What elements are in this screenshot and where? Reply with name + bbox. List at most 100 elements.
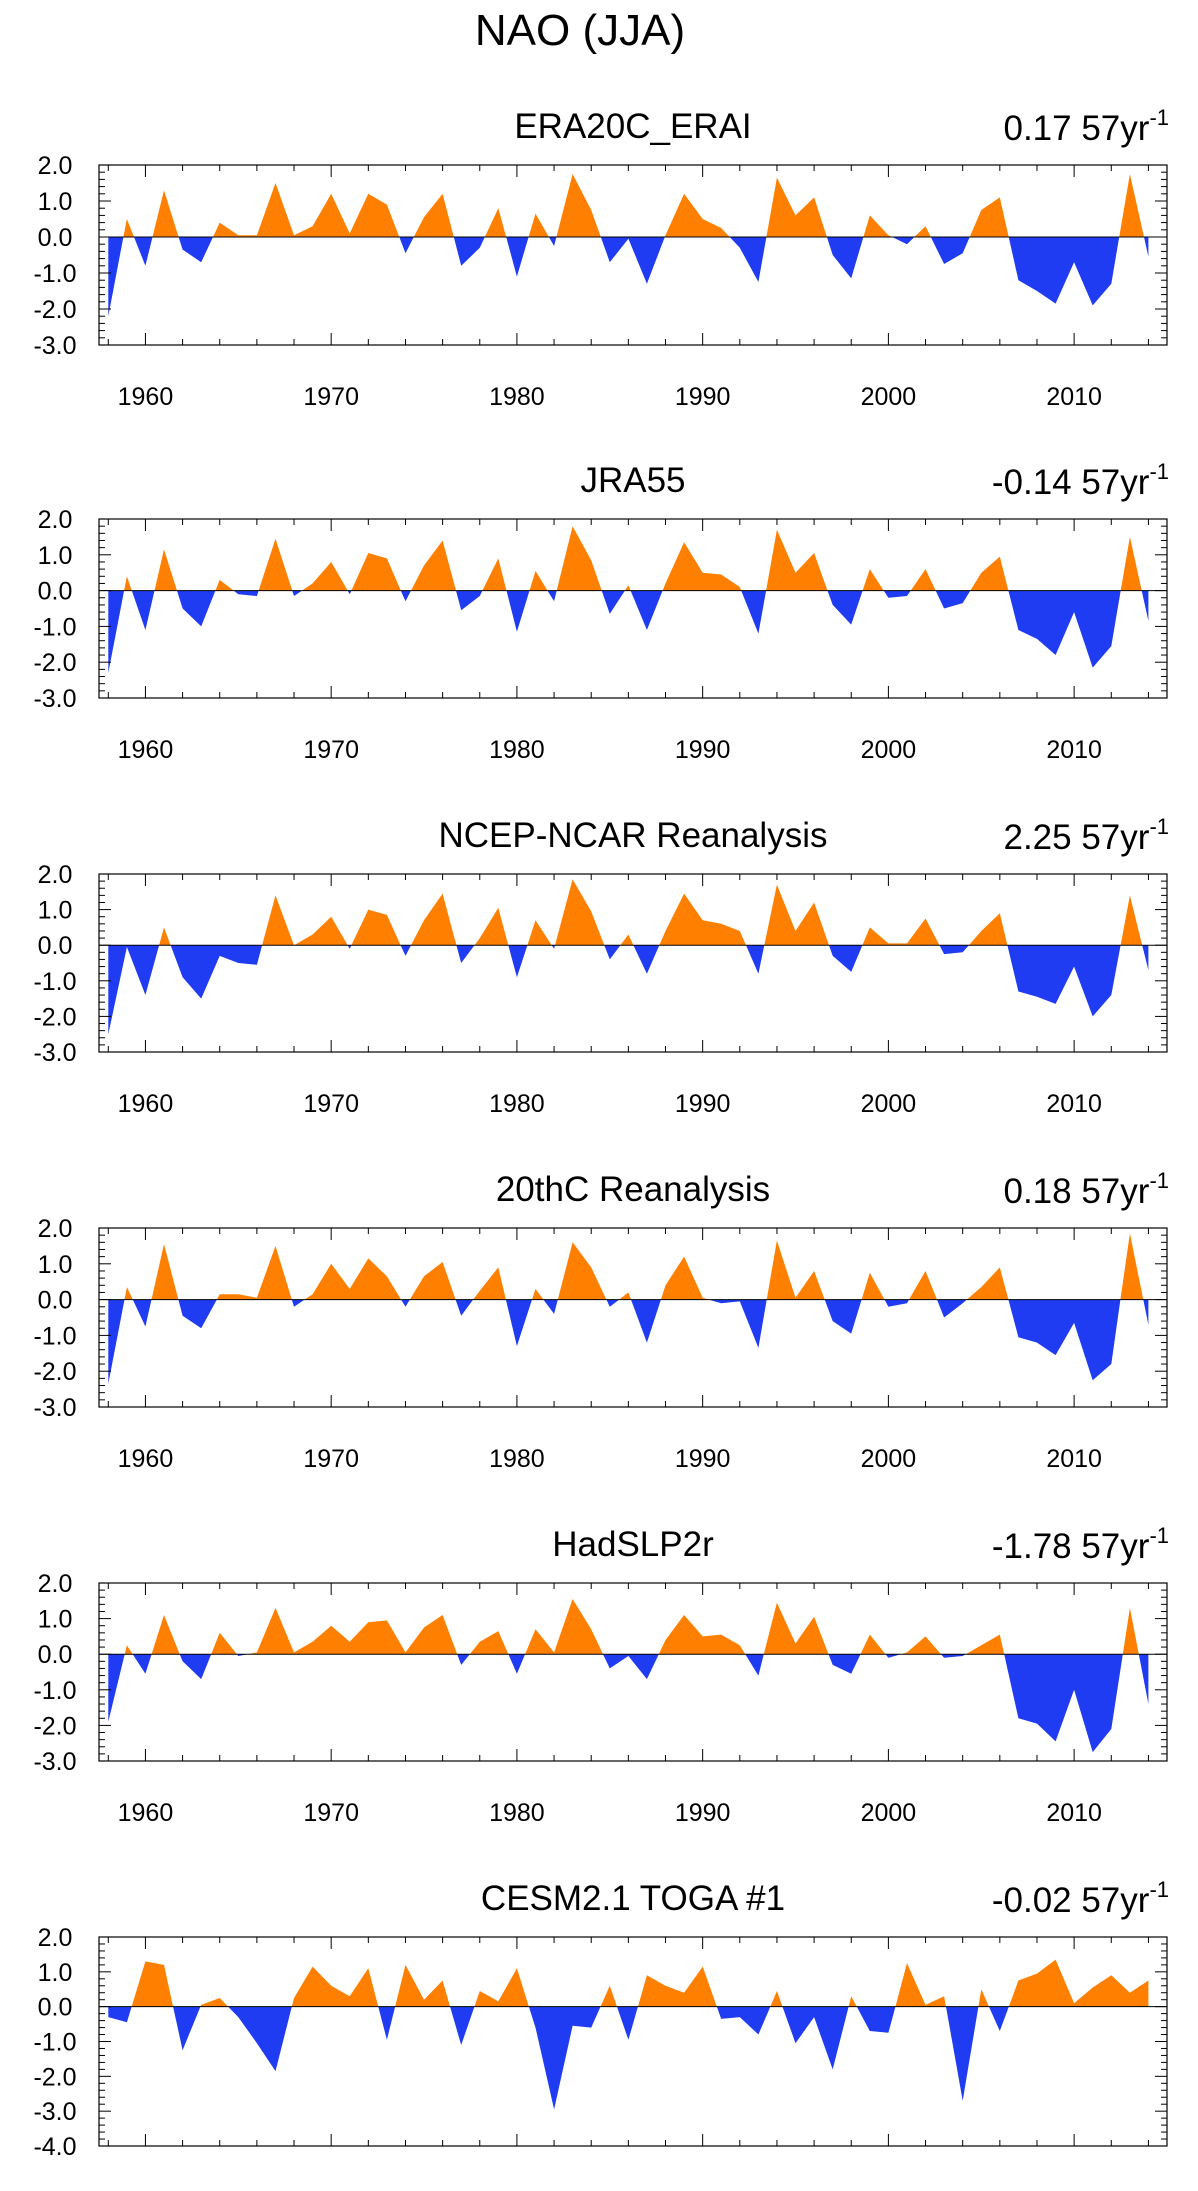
y-tick-label: -2.0 — [33, 1712, 76, 1740]
y-tick-label: 2.0 — [38, 506, 73, 534]
positive-area — [108, 174, 1149, 237]
x-tick-label: 2000 — [861, 1799, 917, 1827]
x-tick-label: 1980 — [489, 383, 545, 411]
plot-frame — [98, 1582, 1168, 1762]
panel-title: JRA55 — [580, 461, 685, 500]
negative-area — [108, 2006, 1149, 2110]
figure-title: NAO (JJA) — [474, 6, 686, 55]
positive-area — [108, 1599, 1149, 1655]
plot-frame — [98, 518, 1168, 699]
trend-label: -0.14 57yr-1 — [992, 459, 1169, 502]
panel-4: 20thC Reanalysis 0.18 57yr-1 2.0 1.0 0.0 -1.0… — [33, 1168, 1169, 1473]
panel-3: NCEP-NCAR Reanalysis 2.25 57yr-1 2.0 1.0 0.0… — [33, 814, 1169, 1118]
negative-area — [108, 590, 1149, 673]
x-tick-label: 2000 — [861, 383, 917, 411]
y-tick-label: -3.0 — [33, 2098, 76, 2126]
trend-label: 0.18 57yr-1 — [1003, 1168, 1169, 1211]
y-tick-label: -2.0 — [33, 296, 76, 324]
panel-title: 20thC Reanalysis — [496, 1170, 770, 1209]
trend-exponent: -1 — [1149, 1168, 1169, 1193]
y-tick-label: 2.0 — [38, 1215, 73, 1243]
trend-unit: 57yr — [1081, 818, 1149, 857]
x-tick-label: 2010 — [1046, 1799, 1102, 1827]
x-tick-label: 1990 — [675, 383, 731, 411]
y-tick-label: -2.0 — [33, 2063, 76, 2091]
y-tick-label: -2.0 — [33, 649, 76, 677]
x-tick-label: 2010 — [1046, 383, 1102, 411]
y-tick-label: -1.0 — [33, 968, 76, 996]
trend-unit: 57yr — [1081, 1881, 1149, 1920]
trend-value: -1.78 — [992, 1527, 1082, 1566]
x-tick-label: 1970 — [303, 1090, 359, 1118]
panel-title: HadSLP2r — [552, 1525, 714, 1564]
x-tick-label: 1960 — [118, 1799, 174, 1827]
trend-value: -0.02 — [992, 1881, 1082, 1920]
trend-unit: 57yr — [1081, 463, 1149, 502]
panel-title: ERA20C_ERAI — [514, 107, 751, 146]
y-tick-label: 1.0 — [38, 1606, 73, 1634]
y-tick-label: 0.0 — [38, 1287, 73, 1315]
x-tick-label: 2000 — [861, 736, 917, 764]
x-tick-label: 2010 — [1046, 1090, 1102, 1118]
y-tick-label: 0.0 — [38, 932, 73, 960]
y-tick-label: 0.0 — [38, 578, 73, 606]
positive-area — [108, 879, 1149, 946]
trend-exponent: -1 — [1149, 1523, 1169, 1548]
panel-title: CESM2.1 TOGA #1 — [481, 1879, 785, 1918]
x-tick-label: 1960 — [118, 736, 174, 764]
trend-exponent: -1 — [1149, 105, 1169, 130]
positive-area — [108, 1959, 1149, 2007]
x-tick-label: 1960 — [118, 1090, 174, 1118]
x-tick-label: 2000 — [861, 1445, 917, 1473]
x-tick-label: 1970 — [303, 1445, 359, 1473]
positive-area — [108, 1233, 1149, 1300]
plot-frame — [98, 164, 1168, 346]
panel-5: HadSLP2r -1.78 57yr-1 2.0 1.0 0.0 -1.0 -2.0 -3.… — [33, 1523, 1169, 1827]
trend-exponent: -1 — [1149, 1877, 1169, 1902]
x-tick-label: 1990 — [675, 1445, 731, 1473]
y-tick-label: 2.0 — [38, 152, 73, 180]
x-tick-label: 1970 — [303, 736, 359, 764]
y-tick-label: -1.0 — [33, 260, 76, 288]
trend-label: -1.78 57yr-1 — [992, 1523, 1169, 1566]
y-tick-label: -3.0 — [33, 332, 76, 360]
plot-frame — [98, 873, 1168, 1053]
x-tick-label: 1960 — [118, 1445, 174, 1473]
y-tick-label: 1.0 — [38, 1959, 73, 1987]
trend-label: 2.25 57yr-1 — [1003, 814, 1169, 857]
y-tick-label: -1.0 — [33, 1677, 76, 1705]
negative-area — [108, 237, 1149, 317]
y-tick-label: -3.0 — [33, 1748, 76, 1776]
x-tick-label: 1980 — [489, 1799, 545, 1827]
panel-title: NCEP-NCAR Reanalysis — [439, 816, 828, 855]
y-tick-label: 0.0 — [38, 224, 73, 252]
positive-area — [108, 526, 1149, 591]
trend-value: 0.18 — [1003, 1172, 1081, 1211]
trend-unit: 57yr — [1081, 1527, 1149, 1566]
y-tick-label: 1.0 — [38, 542, 73, 570]
panel-2: JRA55 -0.14 57yr-1 2.0 1.0 0.0 -1.0 -2.0 -3.0 19… — [33, 459, 1169, 764]
x-tick-label: 1960 — [118, 383, 174, 411]
y-tick-label: -3.0 — [33, 685, 76, 713]
trend-exponent: -1 — [1149, 814, 1169, 839]
x-tick-label: 1970 — [303, 383, 359, 411]
trend-value: 0.17 — [1003, 109, 1081, 148]
x-tick-label: 1980 — [489, 736, 545, 764]
y-tick-label: -4.0 — [33, 2133, 76, 2161]
x-tick-label: 2010 — [1046, 736, 1102, 764]
x-tick-label: 1990 — [675, 1799, 731, 1827]
x-tick-label: 1990 — [675, 1090, 731, 1118]
panel-6: CESM2.1 TOGA #1 -0.02 57yr-1 2.0 1.0 0.0 -1.0… — [33, 1877, 1169, 2191]
y-tick-label: -2.0 — [33, 1003, 76, 1031]
y-tick-label: 0.0 — [38, 1994, 73, 2022]
y-tick-label: -3.0 — [33, 1394, 76, 1422]
x-tick-label: 2000 — [861, 1090, 917, 1118]
x-tick-label: 2010 — [1046, 1445, 1102, 1473]
plot-frame — [98, 1227, 1168, 1408]
y-tick-label: -1.0 — [33, 2029, 76, 2057]
trend-exponent: -1 — [1149, 459, 1169, 484]
y-tick-label: -1.0 — [33, 613, 76, 641]
y-tick-label: -1.0 — [33, 1322, 76, 1350]
